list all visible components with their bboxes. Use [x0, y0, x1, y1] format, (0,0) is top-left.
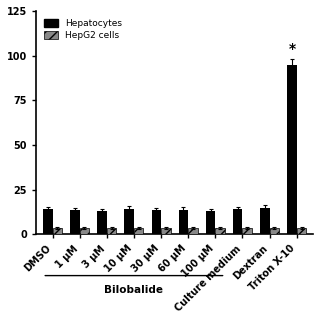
Bar	[97, 211, 107, 235]
Bar	[70, 210, 80, 235]
Bar	[152, 210, 161, 235]
Bar	[297, 228, 306, 235]
Legend: Hepatocytes, HepG2 cells: Hepatocytes, HepG2 cells	[41, 15, 126, 44]
Bar	[243, 228, 252, 235]
Bar	[107, 228, 116, 235]
Bar	[161, 228, 171, 235]
Bar	[52, 228, 62, 235]
Bar	[287, 65, 297, 235]
Bar	[260, 208, 270, 235]
Bar	[270, 228, 279, 235]
Bar	[179, 210, 188, 235]
Text: Bilobalide: Bilobalide	[104, 284, 164, 294]
Bar	[206, 211, 215, 235]
Bar	[215, 228, 225, 235]
Bar	[233, 209, 243, 235]
Bar	[134, 228, 143, 235]
Bar	[80, 228, 89, 235]
Text: *: *	[288, 42, 296, 56]
Bar	[43, 209, 52, 235]
Bar	[188, 228, 198, 235]
Bar	[124, 209, 134, 235]
